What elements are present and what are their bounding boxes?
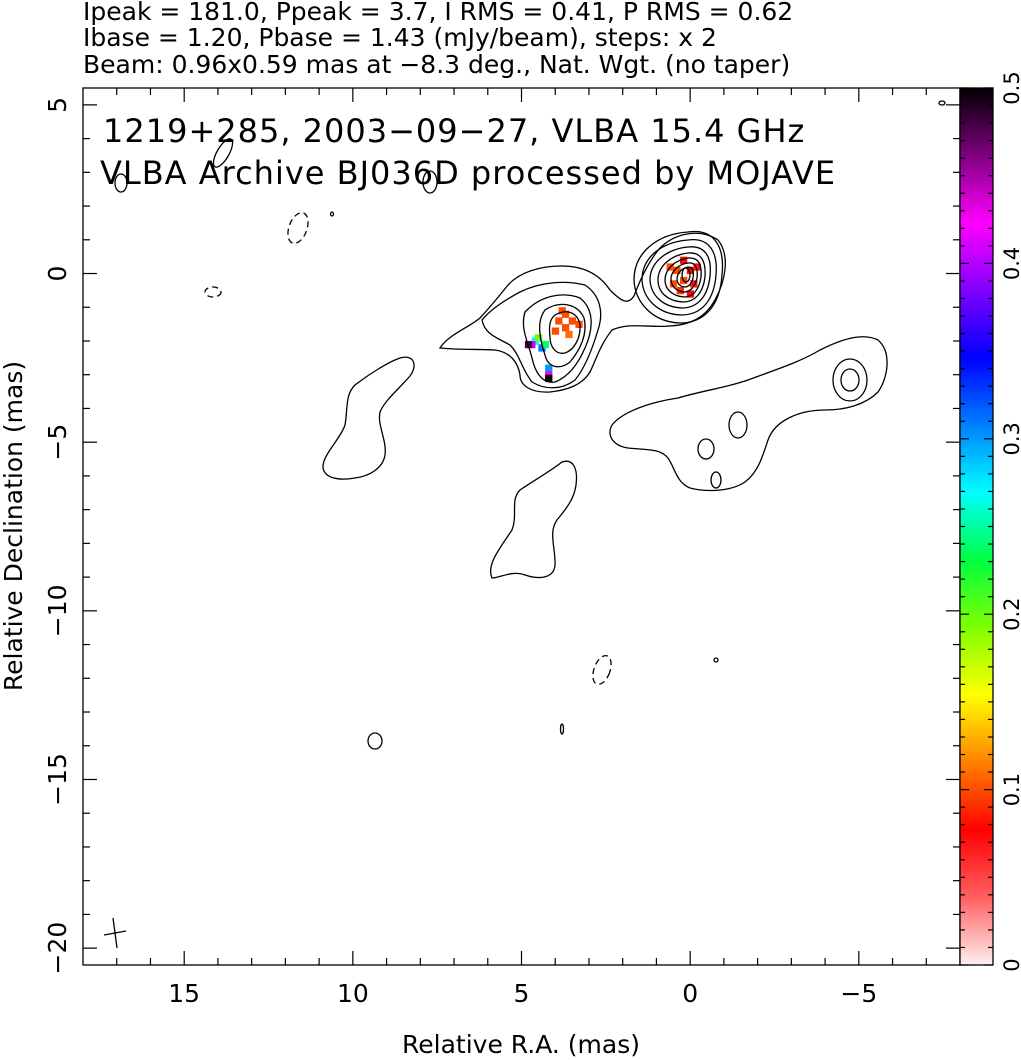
polarization-pixel	[551, 327, 560, 335]
polarization-pixel	[686, 266, 695, 275]
polarization-pixel	[568, 317, 576, 325]
plot-frame	[82, 87, 961, 966]
polarization-pixel	[673, 266, 681, 275]
colorbar-label: 0.2	[1000, 597, 1021, 630]
plot-title-line-1: 1219+285, 2003−09−27, VLBA 15.4 GHz	[103, 112, 805, 150]
plot-title-line-2: VLBA Archive BJ036D processed by MOJAVE	[100, 154, 836, 192]
polarization-pixel	[669, 280, 678, 288]
contour-core-6	[670, 262, 698, 293]
contour-core-2	[641, 239, 717, 316]
polarization-pixel	[693, 263, 701, 271]
x-tick-label: 10	[337, 979, 369, 1008]
contour-core-7	[676, 266, 694, 288]
contour-jet-5	[548, 311, 581, 354]
intensity-contours	[114, 100, 946, 750]
contour-blob-1	[114, 173, 128, 193]
polarization-pixel	[558, 307, 566, 315]
contour-right-knot-5	[710, 471, 722, 489]
contour-blob-5	[204, 286, 222, 298]
contour-blob-11	[559, 723, 565, 735]
polarization-pixel	[575, 320, 583, 328]
contour-right-knot-3	[728, 411, 748, 439]
contour-blob-7	[938, 100, 946, 106]
x-tick-labels: 15 10 5 0 −5	[168, 979, 877, 1008]
contour-core-5	[664, 257, 702, 298]
contour-core-3	[649, 246, 712, 309]
contour-lower-patch	[489, 460, 578, 579]
contour-core-8	[681, 267, 691, 283]
contour-left-patch	[322, 356, 415, 480]
colorbar-label: 0.4	[1000, 247, 1021, 280]
colorbar-label: 0	[1000, 958, 1021, 971]
colorbar-label: 0.5	[1000, 71, 1021, 104]
contour-blob-9	[713, 657, 719, 663]
contour-jet-4	[539, 303, 586, 368]
polarization-pixel	[534, 334, 543, 342]
contour-blob-2	[212, 138, 234, 168]
contour-right-patch	[609, 336, 888, 492]
x-tick-label: 5	[514, 979, 530, 1008]
y-tick-label: −10	[43, 584, 72, 637]
contour-right-knot-4	[697, 438, 715, 460]
polarization-pixel	[690, 280, 698, 288]
polarization-pixel	[555, 317, 563, 325]
y-tick-label: 5	[43, 97, 72, 113]
y-tick-labels: 5 0 −5 −10 −15 −20	[43, 97, 72, 975]
header-line-3: Beam: 0.96x0.59 mas at −8.3 deg., Nat. W…	[83, 50, 790, 79]
contour-jet-3	[522, 294, 592, 383]
contour-core-4	[657, 252, 706, 303]
y-tick-label: −15	[43, 753, 72, 806]
polarization-pixel	[545, 364, 553, 372]
contour-blob-8	[592, 654, 612, 686]
header-line-2: Ibase = 1.20, Pbase = 1.43 (mJy/beam), s…	[83, 23, 717, 52]
contour-core-1	[633, 230, 724, 324]
colorbar-label: 0.1	[1000, 773, 1021, 806]
x-tick-label: −5	[840, 979, 877, 1008]
polarization-pixel	[561, 324, 570, 332]
colorbar: 0 0.1 0.2 0.3 0.4 0.5	[959, 71, 1021, 972]
polarization-pixel	[565, 330, 573, 339]
beam-marker	[103, 917, 127, 949]
y-tick-label: −5	[43, 424, 72, 461]
axis-ticks	[83, 88, 960, 965]
contour-jet-2	[481, 281, 602, 389]
contour-blob-6	[422, 170, 438, 194]
y-axis-title: Relative Declination (mas)	[0, 361, 28, 691]
x-tick-label: 0	[682, 979, 698, 1008]
colorbar-labels: 0 0.1 0.2 0.3 0.4 0.5	[1000, 71, 1021, 971]
colorbar-label: 0.3	[1000, 422, 1021, 455]
polarization-pixel	[686, 290, 695, 298]
x-tick-label: 15	[168, 979, 200, 1008]
y-tick-label: −20	[43, 922, 72, 975]
polarization-pixel	[545, 374, 553, 382]
y-tick-label: 0	[43, 266, 72, 282]
polarization-pixel	[680, 256, 688, 264]
contour-right-knot-2	[840, 368, 860, 392]
contour-blob-4	[329, 211, 335, 217]
polarization-pixel	[541, 340, 549, 349]
x-axis-title: Relative R.A. (mas)	[402, 1030, 640, 1059]
contour-blob-10	[367, 732, 383, 750]
contour-right-knot-1	[832, 358, 868, 402]
contour-jet-outer	[438, 232, 726, 393]
header-line-1: Ipeak = 181.0, Ppeak = 3.7, I RMS = 0.41…	[83, 0, 793, 26]
contour-blob-3	[287, 212, 309, 244]
colorbar-ticks	[960, 87, 993, 966]
